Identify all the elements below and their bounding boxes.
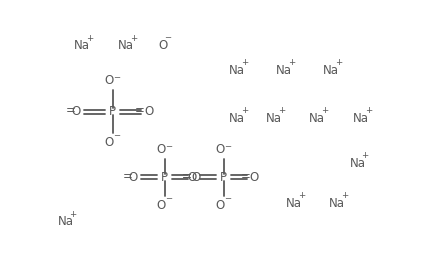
Text: +: + (362, 151, 369, 160)
Text: O: O (72, 105, 81, 118)
Text: −: − (224, 142, 231, 151)
Text: P: P (220, 171, 227, 184)
Text: +: + (341, 191, 349, 200)
Text: O: O (144, 105, 153, 118)
Text: Na: Na (229, 64, 245, 77)
Text: P: P (110, 105, 116, 118)
Text: =: = (66, 104, 76, 118)
Text: −: − (113, 73, 120, 82)
Text: O: O (104, 136, 113, 149)
Text: O: O (156, 199, 165, 212)
Text: Na: Na (229, 112, 245, 125)
Text: Na: Na (353, 112, 369, 125)
Text: =: = (181, 170, 191, 183)
Text: Na: Na (276, 64, 291, 77)
Text: O: O (191, 171, 200, 184)
Text: =: = (135, 104, 145, 118)
Text: Na: Na (329, 197, 345, 210)
Text: O: O (158, 39, 168, 52)
Text: +: + (241, 58, 248, 67)
Text: −: − (224, 194, 231, 203)
Text: +: + (241, 107, 248, 115)
Text: O: O (215, 143, 224, 156)
Text: P: P (162, 171, 168, 184)
Text: Na: Na (74, 39, 90, 52)
Text: +: + (278, 107, 285, 115)
Text: O: O (215, 199, 224, 212)
Text: +: + (288, 58, 295, 67)
Text: Na: Na (118, 39, 134, 52)
Text: O: O (104, 74, 113, 87)
Text: O: O (156, 143, 165, 156)
Text: =: = (182, 170, 192, 183)
Text: +: + (365, 107, 372, 115)
Text: +: + (321, 107, 329, 115)
Text: +: + (86, 34, 94, 43)
Text: Na: Na (58, 215, 74, 229)
Text: O: O (187, 171, 197, 184)
Text: O: O (250, 171, 259, 184)
Text: +: + (70, 210, 77, 219)
Text: Na: Na (309, 112, 325, 125)
Text: −: − (164, 34, 171, 43)
Text: Na: Na (265, 112, 281, 125)
Text: O: O (129, 171, 138, 184)
Text: Na: Na (349, 157, 365, 170)
Text: −: − (165, 194, 172, 203)
Text: =: = (241, 170, 250, 183)
Text: −: − (165, 142, 172, 151)
Text: −: − (113, 131, 120, 140)
Text: Na: Na (323, 64, 339, 77)
Text: +: + (130, 34, 137, 43)
Text: Na: Na (286, 197, 302, 210)
Text: +: + (335, 58, 342, 67)
Text: =: = (123, 170, 132, 183)
Text: +: + (298, 191, 305, 200)
